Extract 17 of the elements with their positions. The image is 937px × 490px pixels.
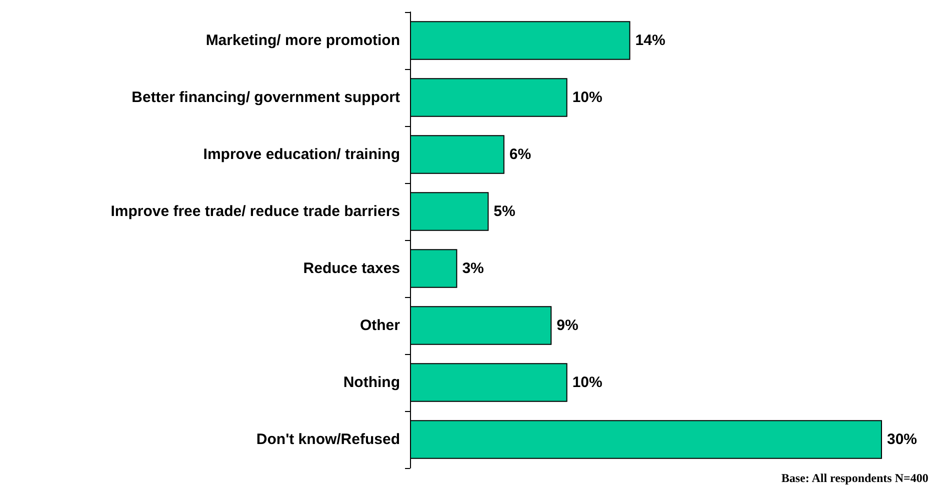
y-tick-label: Other — [360, 317, 400, 334]
data-label: 10% — [572, 374, 602, 391]
data-label: 3% — [462, 260, 484, 277]
data-label: 10% — [572, 89, 602, 106]
y-tick-label: Marketing/ more promotion — [206, 32, 400, 49]
data-label: 30% — [887, 431, 918, 448]
y-tick-label: Reduce taxes — [303, 260, 400, 277]
y-tick-label: Better financing/ government support — [132, 89, 400, 106]
y-tick-label: Nothing — [343, 374, 400, 391]
data-label: 9% — [556, 317, 578, 334]
data-label: 5% — [494, 203, 516, 220]
y-tick-label: Improve free trade/ reduce trade barriers — [110, 203, 400, 220]
data-label: 6% — [509, 146, 532, 163]
y-tick-label: Don't know/Refused — [256, 431, 400, 448]
text: Base: All respondents N=400 — [781, 471, 928, 485]
data-label: 14% — [635, 32, 666, 49]
y-tick-label: Improve education/ training — [203, 146, 400, 163]
